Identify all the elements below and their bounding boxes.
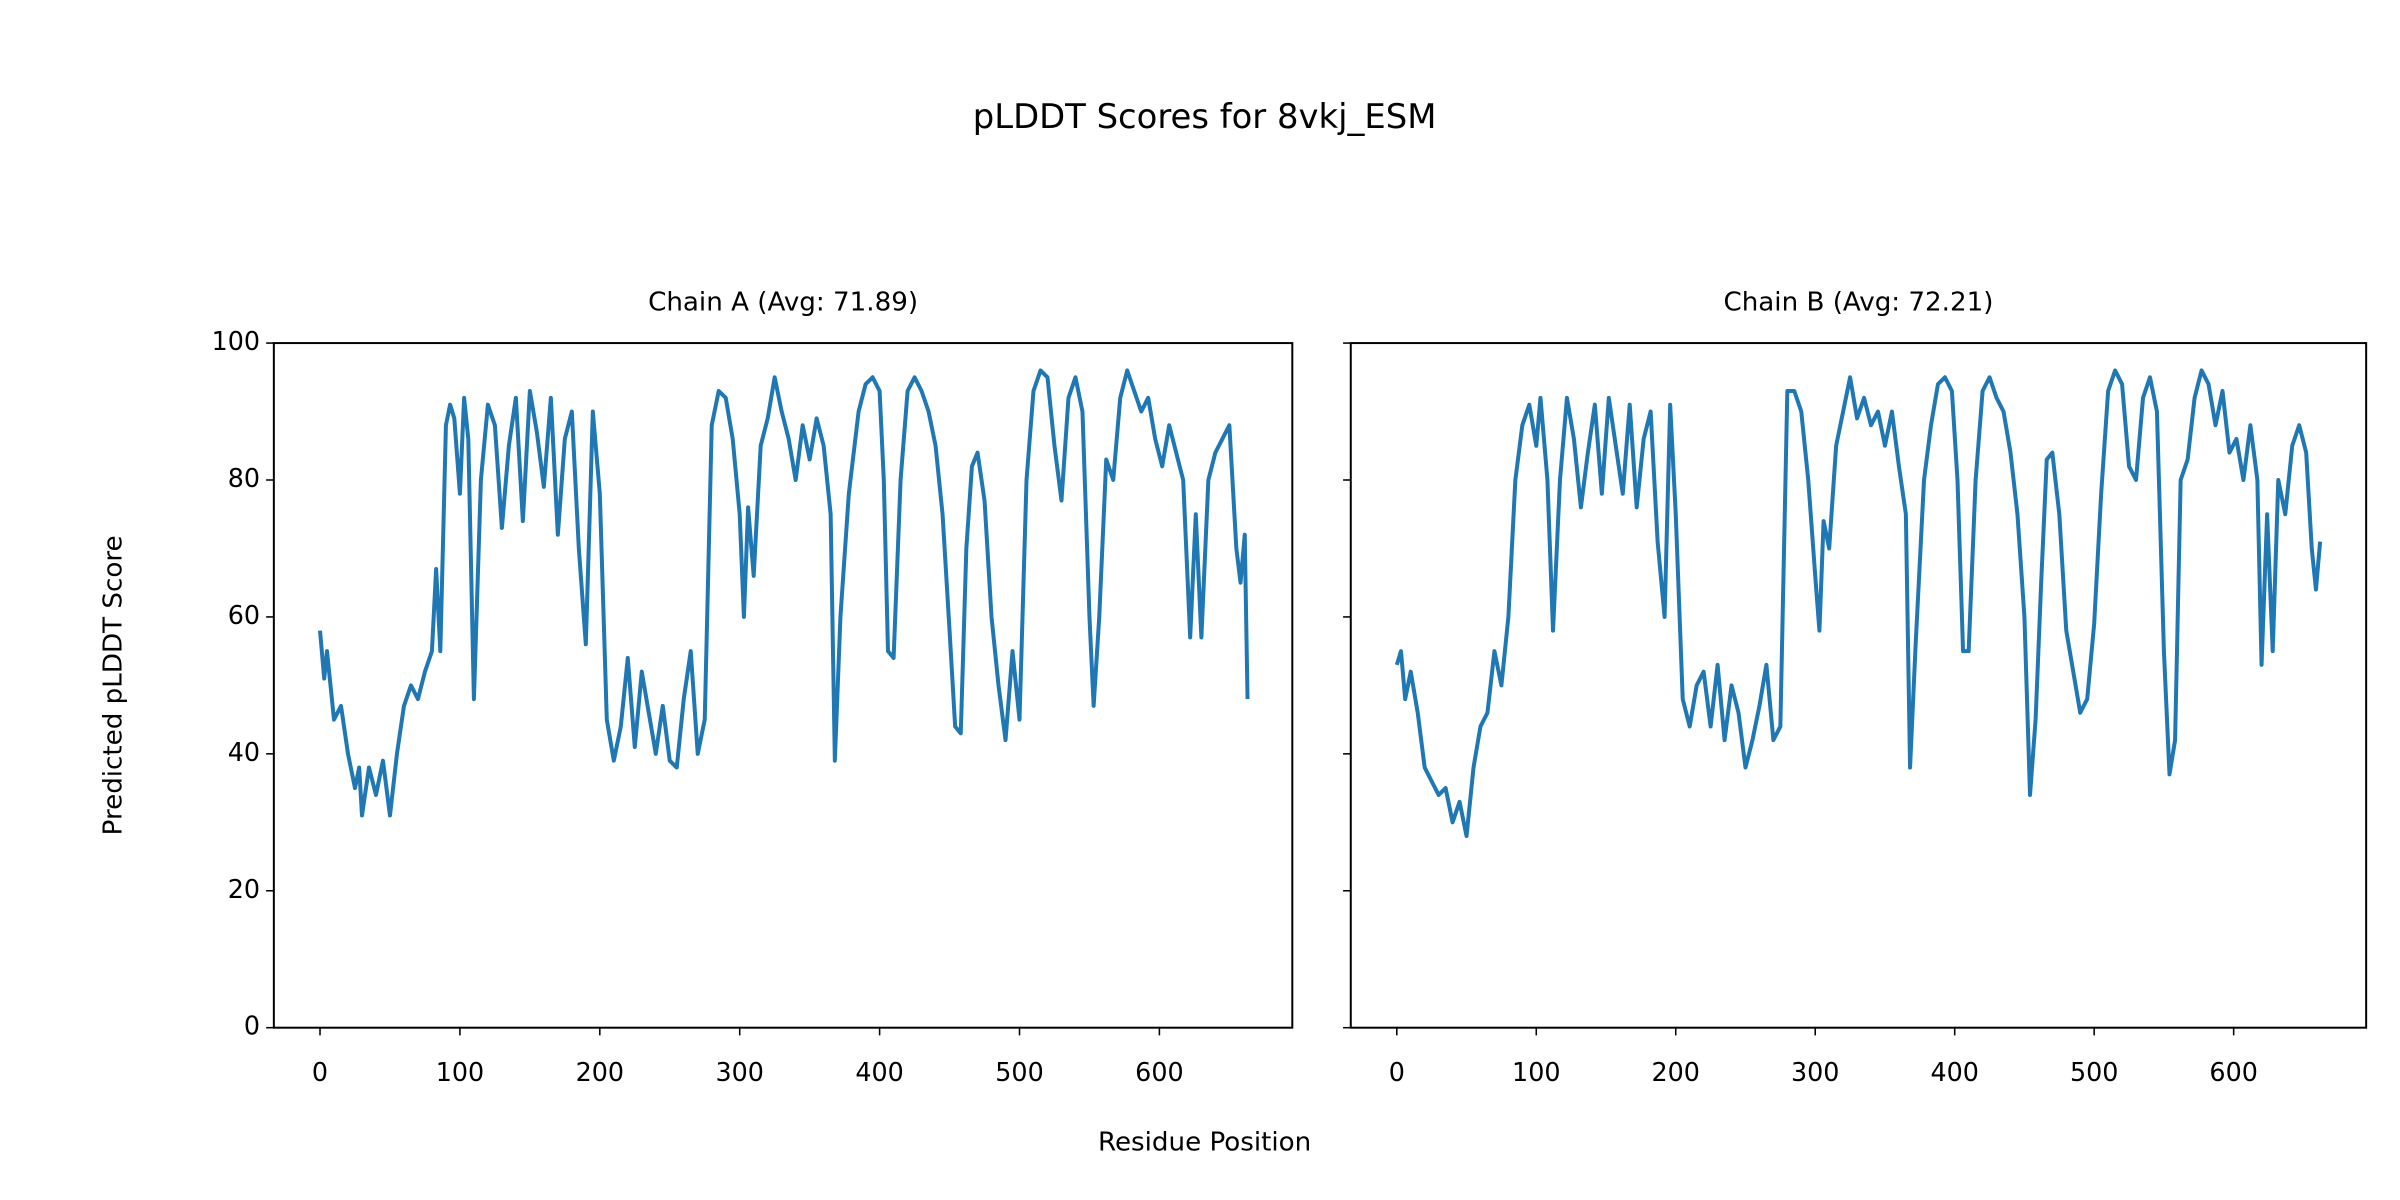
x-tick-label: 0	[1389, 1057, 1405, 1087]
y-tick-label: 80	[228, 463, 260, 493]
axes-frame	[1349, 342, 2368, 1029]
y-axis-label: Predicted pLDDT Score	[98, 535, 128, 835]
subplot-title: Chain B (Avg: 72.21)	[1723, 288, 1993, 318]
score-line	[318, 368, 1250, 818]
y-tick-label: 100	[212, 326, 260, 356]
x-tick-label: 100	[1512, 1057, 1560, 1087]
y-tick-label: 60	[228, 600, 260, 630]
x-tick-label: 400	[1930, 1057, 1978, 1087]
score-line	[1394, 368, 2323, 838]
x-tick-label: 400	[855, 1057, 903, 1087]
x-tick-label: 100	[436, 1057, 484, 1087]
x-tick-label: 200	[1652, 1057, 1700, 1087]
y-tick-label: 40	[228, 737, 260, 767]
figure-title: pLDDT Scores for 8vkj_ESM	[973, 97, 1437, 136]
x-tick-label: 500	[995, 1057, 1043, 1087]
x-tick-label: 200	[576, 1057, 624, 1087]
x-tick-label: 300	[1791, 1057, 1839, 1087]
axes-frame	[272, 342, 1294, 1029]
x-tick-label: 300	[715, 1057, 763, 1087]
y-tick-label: 20	[228, 874, 260, 904]
x-tick-label: 600	[2209, 1057, 2257, 1087]
x-tick-label: 500	[2070, 1057, 2118, 1087]
x-tick-label: 0	[312, 1057, 328, 1087]
y-tick-label: 0	[244, 1011, 260, 1041]
subplot-title: Chain A (Avg: 71.89)	[648, 288, 918, 318]
x-axis-label: Residue Position	[1098, 1128, 1311, 1158]
x-tick-label: 600	[1135, 1057, 1183, 1087]
